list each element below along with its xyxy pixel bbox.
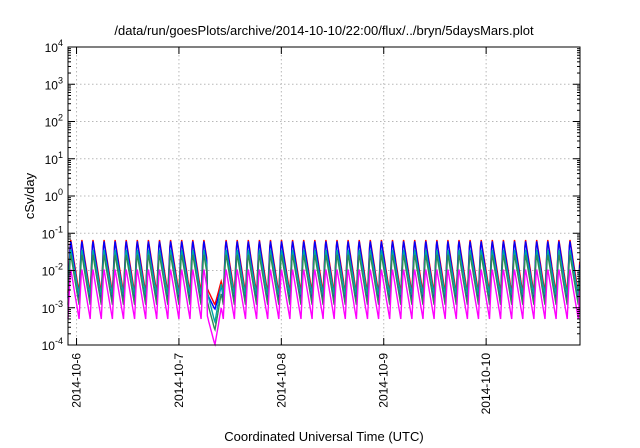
y-tick-labels: 10-4 10-3 10-2 10-1 100 101 102 103 104 xyxy=(42,38,63,353)
series-layer xyxy=(67,239,581,347)
y-tick-label: 101 xyxy=(45,150,63,167)
y-tick-label: 10-1 xyxy=(42,224,63,241)
y-axis-label: cSv/day xyxy=(22,172,37,219)
x-tick-label: 2014-10-6 xyxy=(70,353,84,408)
x-axis-label: Coordinated Universal Time (UTC) xyxy=(224,429,423,444)
y-tick-label: 10-2 xyxy=(42,262,63,279)
y-tick-label: 102 xyxy=(45,113,63,130)
x-tick-label: 2014-10-9 xyxy=(377,353,391,408)
y-tick-label: 104 xyxy=(45,38,63,55)
x-tick-label: 2014-10-7 xyxy=(172,353,186,408)
chart-title: /data/run/goesPlots/archive/2014-10-10/2… xyxy=(114,23,534,38)
x-tick-labels: 2014-10-6 2014-10-7 2014-10-8 2014-10-9 2014… xyxy=(70,353,494,415)
y-tick-label: 103 xyxy=(45,75,63,92)
y-tick-label: 100 xyxy=(45,187,63,204)
ticks xyxy=(68,46,580,346)
series-line xyxy=(67,269,581,347)
x-tick-label: 2014-10-8 xyxy=(274,353,288,408)
x-tick-label: 2014-10-10 xyxy=(479,353,493,415)
y-tick-label: 10-3 xyxy=(42,299,63,316)
y-tick-label: 10-4 xyxy=(42,336,63,353)
